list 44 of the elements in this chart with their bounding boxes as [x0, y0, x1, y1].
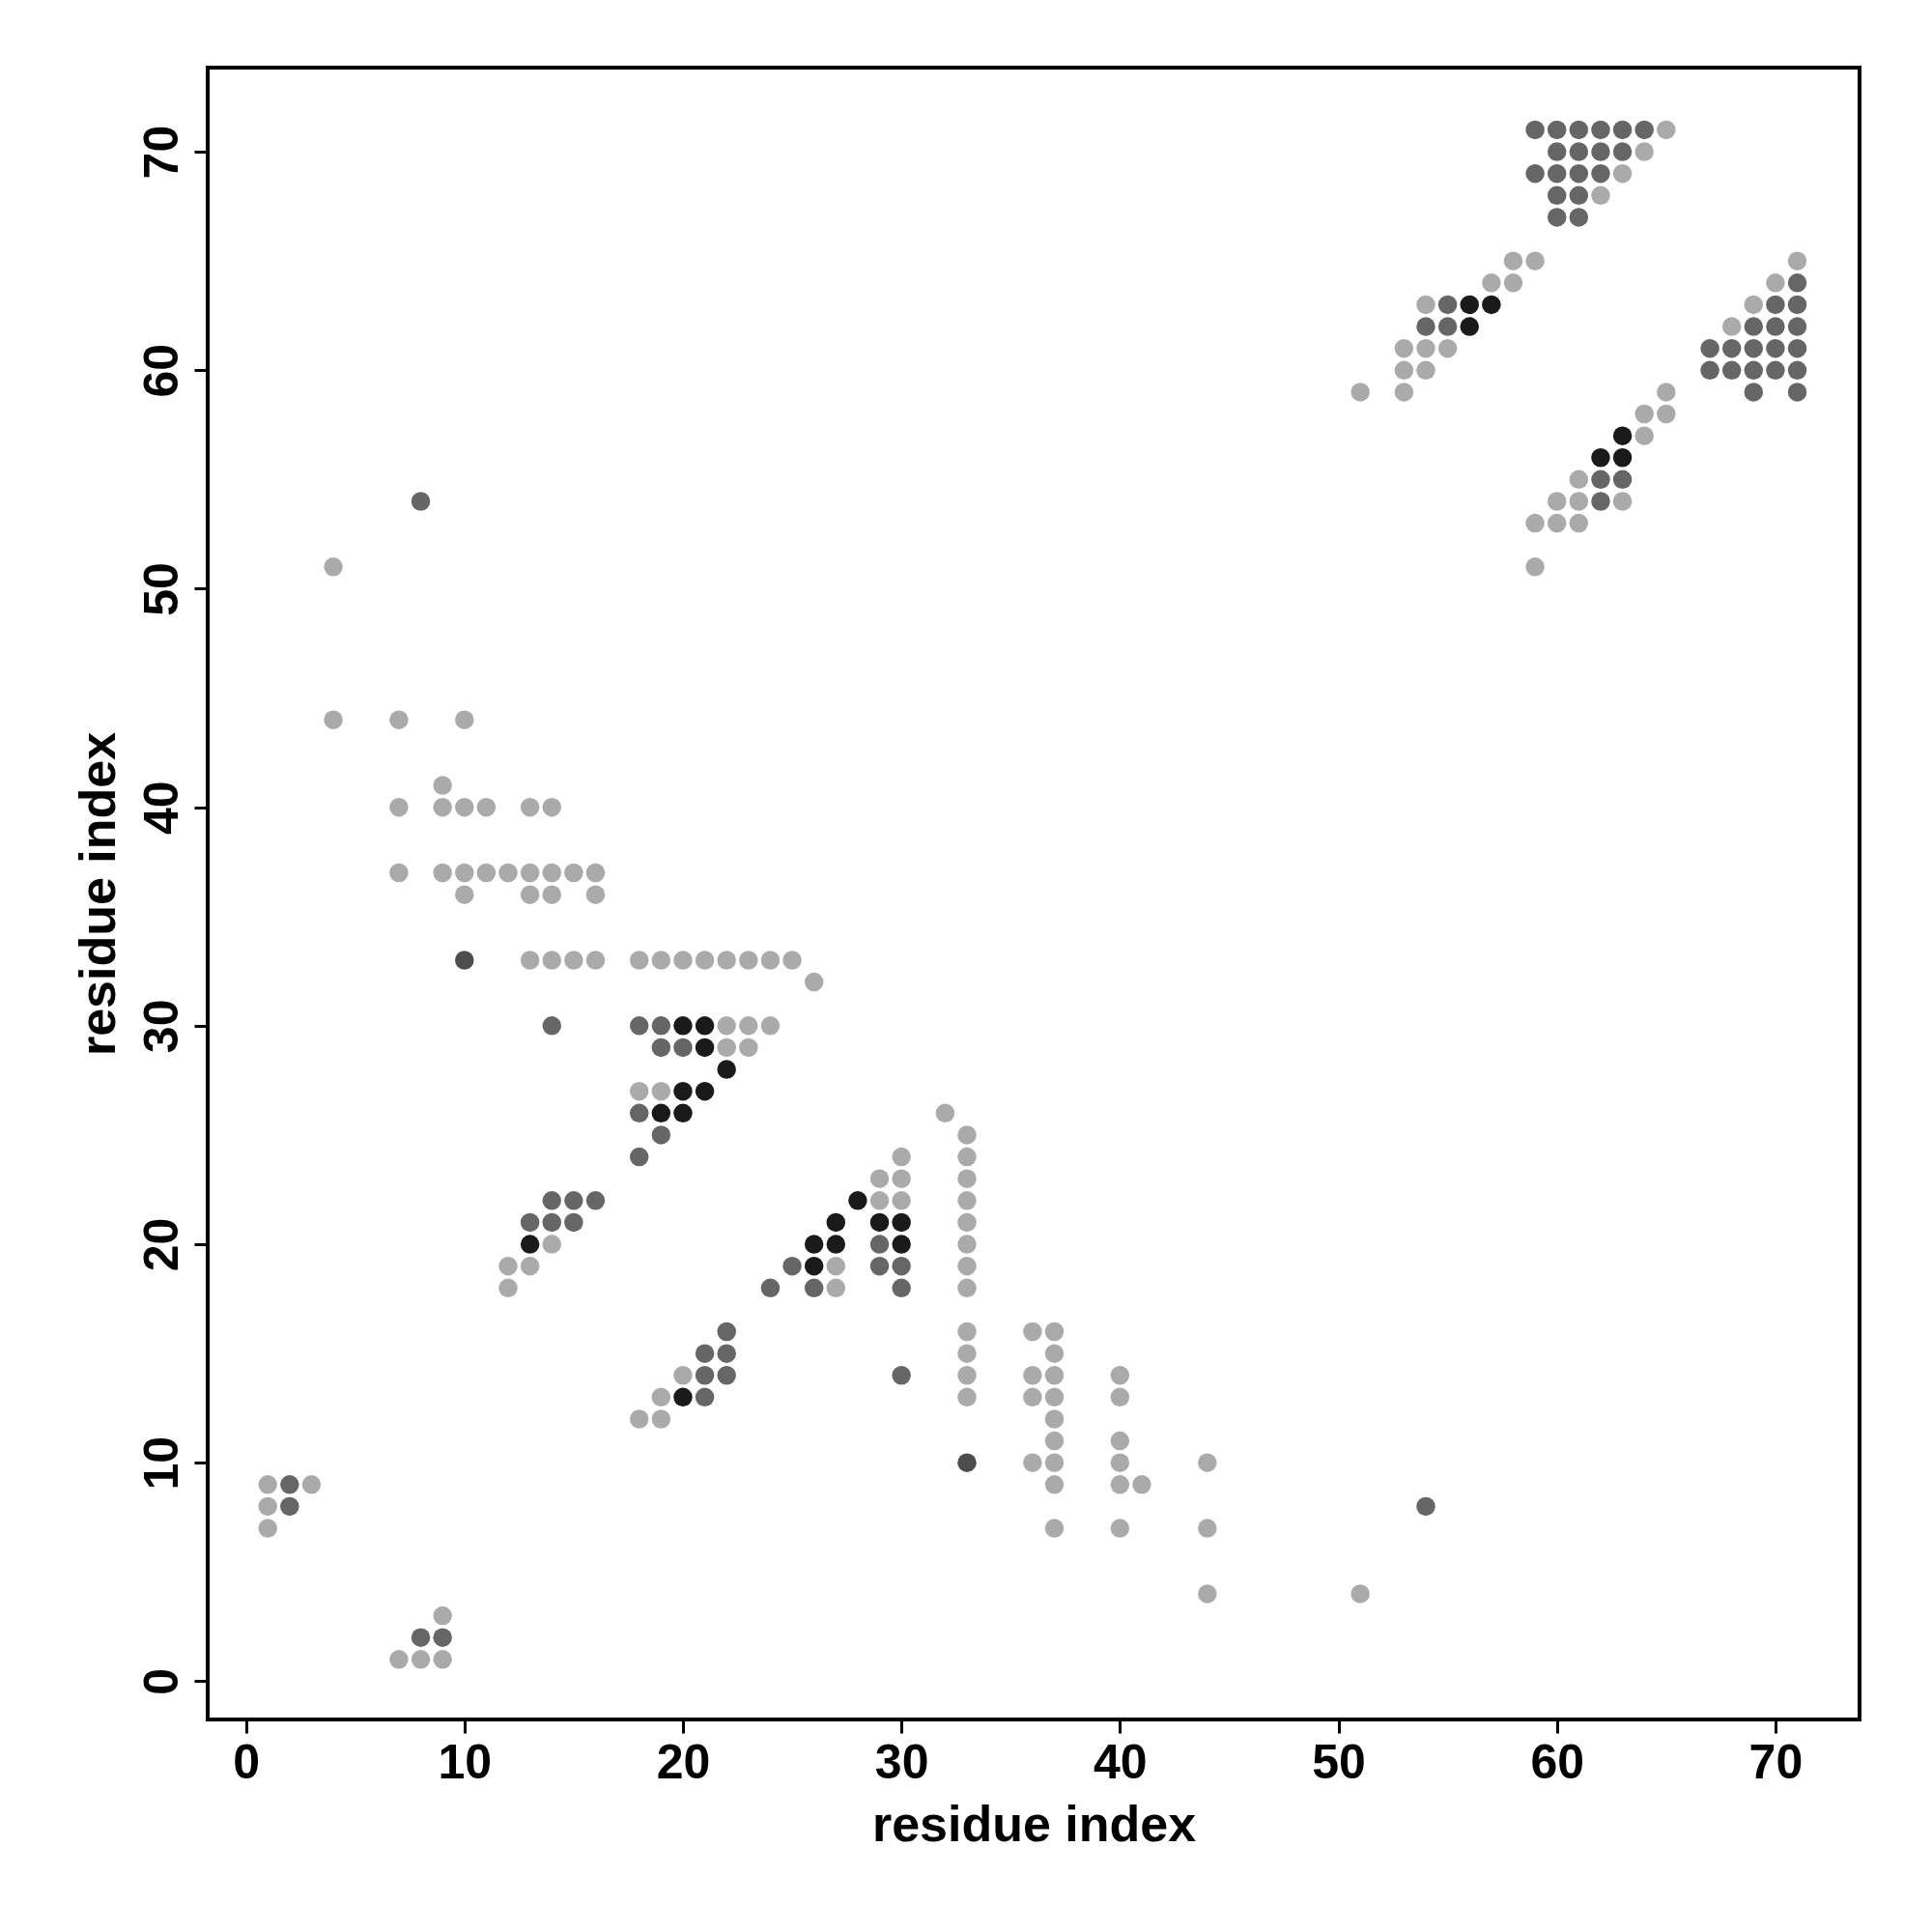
point [673, 1081, 693, 1101]
point [1591, 448, 1610, 468]
point [455, 951, 474, 970]
point [717, 1060, 736, 1079]
y-tick-label: 50 [133, 562, 188, 616]
x-tick-label: 30 [874, 1734, 929, 1789]
point [804, 1256, 824, 1276]
x-tick-label: 20 [656, 1734, 711, 1789]
point [826, 1235, 846, 1254]
y-tick-label: 30 [133, 999, 188, 1054]
point [673, 1103, 693, 1123]
point [651, 1103, 671, 1123]
point [1460, 295, 1479, 315]
point [848, 1191, 867, 1210]
point [869, 1212, 890, 1233]
x-tick-label: 50 [1312, 1734, 1366, 1789]
point [673, 1387, 693, 1407]
point [804, 1235, 824, 1254]
point [673, 1016, 693, 1036]
point [1482, 295, 1501, 315]
y-tick-label: 70 [133, 125, 188, 180]
x-tick-label: 40 [1094, 1734, 1148, 1789]
point [1612, 426, 1633, 445]
point [892, 1212, 911, 1233]
point [695, 1016, 715, 1036]
x-tick-label: 0 [233, 1734, 260, 1789]
y-tick-label: 10 [133, 1435, 188, 1491]
point [892, 1235, 911, 1254]
point [1460, 317, 1479, 336]
y-axis-title: residue index [69, 731, 126, 1057]
y-tick-label: 0 [133, 1668, 188, 1695]
y-tick-label: 20 [133, 1217, 188, 1272]
point [1612, 448, 1633, 468]
x-tick-label: 60 [1530, 1734, 1585, 1789]
y-tick-label: 60 [133, 343, 188, 398]
point [826, 1212, 846, 1233]
x-tick-label: 10 [438, 1734, 493, 1789]
point [695, 1081, 715, 1101]
x-axis-title: residue index [871, 1795, 1197, 1852]
point [957, 1453, 977, 1472]
x-tick-label: 70 [1748, 1734, 1804, 1789]
point [520, 1235, 540, 1254]
point [695, 1037, 715, 1058]
y-tick-label: 40 [133, 781, 188, 835]
